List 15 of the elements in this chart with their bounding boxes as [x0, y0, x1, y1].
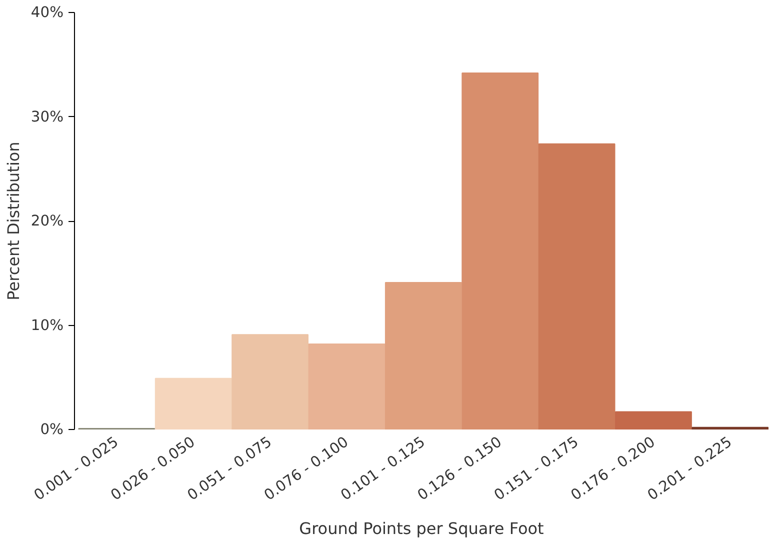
y-tick-label: 20% — [30, 212, 64, 230]
y-tick-label: 40% — [30, 4, 64, 21]
bar — [154, 378, 232, 430]
bar — [538, 143, 616, 430]
y-tick-label: 30% — [30, 108, 64, 126]
y-axis-title: Percent Distribution — [4, 142, 23, 300]
bar — [615, 411, 692, 430]
bar — [692, 426, 768, 430]
x-axis-title: Ground Points per Square Foot — [299, 518, 544, 538]
bar — [462, 72, 539, 430]
y-tick-label: 0% — [40, 421, 64, 438]
bar — [308, 344, 386, 430]
y-tick-label: 10% — [30, 316, 64, 334]
bar — [232, 334, 309, 430]
bar — [384, 282, 462, 430]
